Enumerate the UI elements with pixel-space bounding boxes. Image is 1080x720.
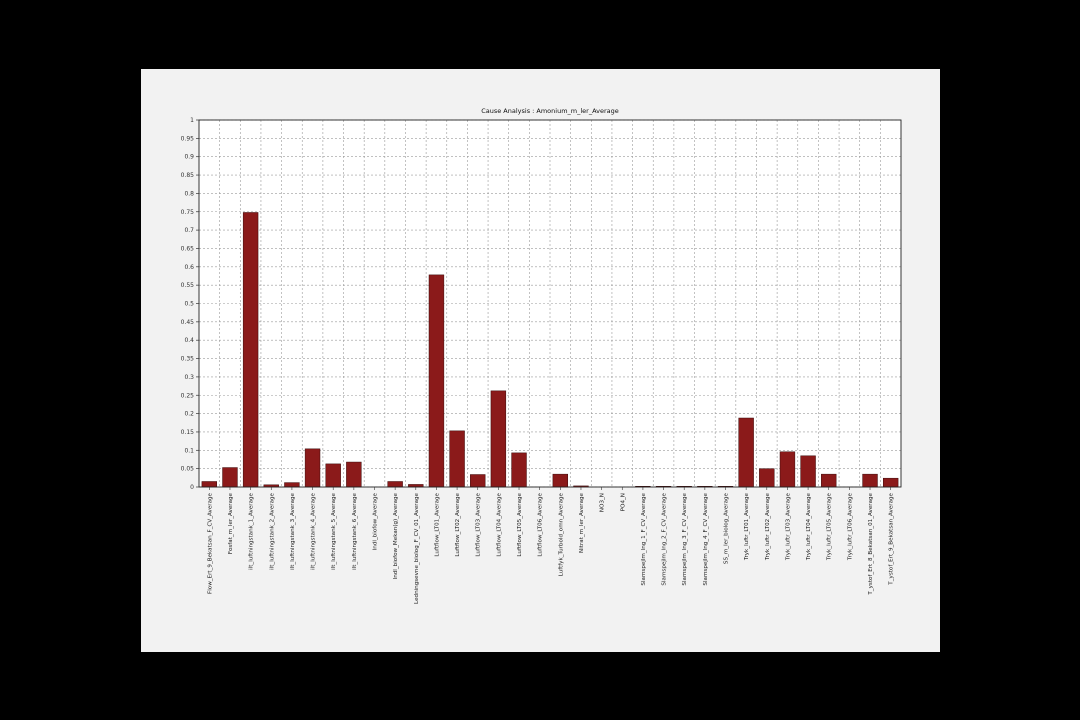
bar-chart: Cause Analysis : Amonium_m_ler_Average 0… xyxy=(181,107,902,604)
bar xyxy=(284,482,300,488)
y-tick-label: 0.75 xyxy=(181,209,195,216)
bar xyxy=(346,461,362,488)
bar xyxy=(821,473,837,488)
y-tick-label: 0.9 xyxy=(184,154,194,161)
bar xyxy=(242,212,259,488)
bar xyxy=(325,463,341,488)
chart-title: Cause Analysis : Amonium_m_ler_Average xyxy=(481,107,619,115)
bar xyxy=(800,455,816,488)
grid xyxy=(199,119,901,488)
y-tick-label: 0.8 xyxy=(184,190,194,197)
x-category-label: Luftflow_LT06_Average xyxy=(538,492,544,556)
x-category-label: PO4_N xyxy=(620,493,626,511)
x-category-label: Luftflow_LT01_Average xyxy=(434,492,440,556)
y-tick-label: 0.2 xyxy=(184,411,194,418)
y-tick-label: 0.4 xyxy=(184,337,194,344)
bar xyxy=(222,467,238,488)
x-category-label: ilt_luftningstank_3_Average xyxy=(290,492,296,569)
x-category-label: ilt_luftningstank_1_Average xyxy=(249,492,255,569)
x-category-label: Tryk_luftr_LT02_Average xyxy=(765,492,771,561)
x-category-label: Luftfyk_Turbold_omn_Average xyxy=(558,492,564,576)
x-category-label: T_ystof_Ert_8_Bekatsan_01_Average xyxy=(868,492,874,595)
y-tick-label: 0.85 xyxy=(181,172,195,179)
chart-panel: Cause Analysis : Amonium_m_ler_Average 0… xyxy=(141,69,940,652)
x-category-label: Flow_Ert_9_Bekatsan_F_CV_Average xyxy=(207,492,213,594)
x-category-label: Luftflow_LT02_Average xyxy=(455,492,461,556)
x-category-label: Luftflow_LT04_Average xyxy=(496,492,502,556)
x-category-label: Ledningsevne_biolog_F_CV_01_Average xyxy=(414,492,420,603)
y-tick-label: 0.05 xyxy=(181,466,195,473)
x-category-label: Indl_biofow_Mekan(g)_Average xyxy=(393,492,399,579)
y-tick-label: 1 xyxy=(190,117,194,124)
x-category-label: Tryk_luftr_LT05_Average xyxy=(827,492,833,561)
bar xyxy=(779,451,796,488)
x-category-label: NO3_N xyxy=(600,493,606,512)
y-tick-label: 0.25 xyxy=(181,392,195,399)
x-axis-categories: Flow_Ert_9_Bekatsan_F_CV_Average Fosfat_m… xyxy=(207,487,895,604)
y-tick-label: 0.6 xyxy=(184,264,194,271)
x-category-label: Slamspejlm_lng_1_F_CV_Average xyxy=(641,492,647,585)
y-tick-label: 0.35 xyxy=(181,356,195,363)
x-category-label: Tryk_luftr_LT04_Average xyxy=(806,492,812,561)
x-category-label: Tryk_luftr_LT03_Average xyxy=(785,492,791,561)
y-tick-label: 0.3 xyxy=(184,374,194,381)
x-category-label: Slamspejlm_lng_3_F_CV_Average xyxy=(682,492,688,585)
x-category-label: T_ystof_Ert_9_Bekatsan_Average xyxy=(889,492,895,585)
bars xyxy=(201,212,899,488)
x-category-label: Tryk_luftr_LT01_Average xyxy=(744,492,750,561)
x-category-label: Luftflow_LT03_Average xyxy=(476,492,482,556)
x-category-label: Slamspejlm_lng_2_F_CV_Average xyxy=(662,492,668,585)
y-tick-label: 0.7 xyxy=(184,227,194,234)
bar xyxy=(304,448,321,488)
bar xyxy=(759,468,775,488)
bar xyxy=(552,473,569,488)
x-category-label: Nitrat_m_ler_Average xyxy=(579,492,585,553)
x-category-label: ilt_luftningstank_5_Average xyxy=(331,492,337,569)
bar xyxy=(490,390,507,488)
bar xyxy=(449,430,465,488)
x-category-label: SS_m_ler_biolog_Average xyxy=(724,492,730,564)
bar xyxy=(470,474,486,488)
x-category-label: Slamspejlm_lng_4_F_CV_Average xyxy=(703,492,709,585)
x-category-label: Indl_biofow_Average xyxy=(373,492,379,550)
y-tick-label: 0.95 xyxy=(181,135,195,142)
y-tick-label: 0.65 xyxy=(181,245,195,252)
x-category-label: Tryk_luftr_LT06_Average xyxy=(847,492,853,561)
bar xyxy=(862,473,878,488)
bar xyxy=(428,274,445,488)
bar xyxy=(738,417,754,488)
x-category-label: Luftflow_LT05_Average xyxy=(517,492,523,556)
bar xyxy=(387,481,403,488)
x-category-label: ilt_luftningstank_4_Average xyxy=(311,492,317,569)
bar xyxy=(511,452,527,488)
x-category-label: Fosfat_m_ler_Average xyxy=(228,492,234,554)
y-tick-label: 0 xyxy=(190,484,194,491)
x-category-label: ilt_luftningstank_6_Average xyxy=(352,492,358,569)
bar xyxy=(882,477,899,488)
y-tick-label: 0.45 xyxy=(181,319,195,326)
x-category-label: ilt_luftningstank_2_Average xyxy=(269,492,275,569)
y-axis-ticks: 0 0.05 0.1 0.15 0.2 0.25 0.3 0.35 0.4 0.45 0.5 0.55… xyxy=(181,117,199,491)
y-tick-label: 0.55 xyxy=(181,282,195,289)
y-tick-label: 0.1 xyxy=(184,447,194,454)
bar xyxy=(201,481,218,488)
y-tick-label: 0.15 xyxy=(181,429,195,436)
y-tick-label: 0.5 xyxy=(184,301,194,308)
